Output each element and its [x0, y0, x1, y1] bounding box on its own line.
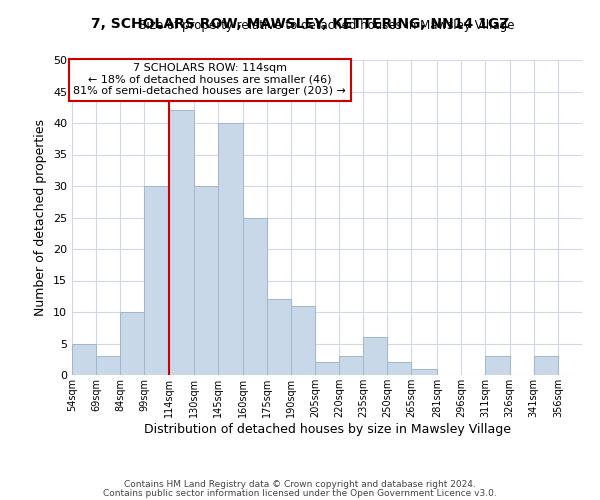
Bar	[96, 356, 120, 375]
Bar	[485, 356, 509, 375]
Bar	[194, 186, 218, 375]
Y-axis label: Number of detached properties: Number of detached properties	[34, 119, 47, 316]
Bar	[363, 337, 388, 375]
Bar	[169, 110, 194, 375]
Bar	[315, 362, 339, 375]
Bar	[145, 186, 169, 375]
X-axis label: Distribution of detached houses by size in Mawsley Village: Distribution of detached houses by size …	[143, 422, 511, 436]
Text: Contains public sector information licensed under the Open Government Licence v3: Contains public sector information licen…	[103, 488, 497, 498]
Bar	[534, 356, 558, 375]
Text: 7, SCHOLARS ROW, MAWSLEY, KETTERING, NN14 1GZ: 7, SCHOLARS ROW, MAWSLEY, KETTERING, NN1…	[91, 18, 509, 32]
Bar	[242, 218, 266, 375]
Bar	[72, 344, 96, 375]
Text: Contains HM Land Registry data © Crown copyright and database right 2024.: Contains HM Land Registry data © Crown c…	[124, 480, 476, 489]
Bar	[266, 300, 291, 375]
Title: Size of property relative to detached houses in Mawsley Village: Size of property relative to detached ho…	[139, 20, 515, 32]
Bar	[412, 368, 437, 375]
Bar	[291, 306, 315, 375]
Bar	[120, 312, 145, 375]
Bar	[339, 356, 363, 375]
Bar	[388, 362, 412, 375]
Bar	[218, 123, 242, 375]
Text: 7 SCHOLARS ROW: 114sqm
← 18% of detached houses are smaller (46)
81% of semi-det: 7 SCHOLARS ROW: 114sqm ← 18% of detached…	[73, 63, 346, 96]
